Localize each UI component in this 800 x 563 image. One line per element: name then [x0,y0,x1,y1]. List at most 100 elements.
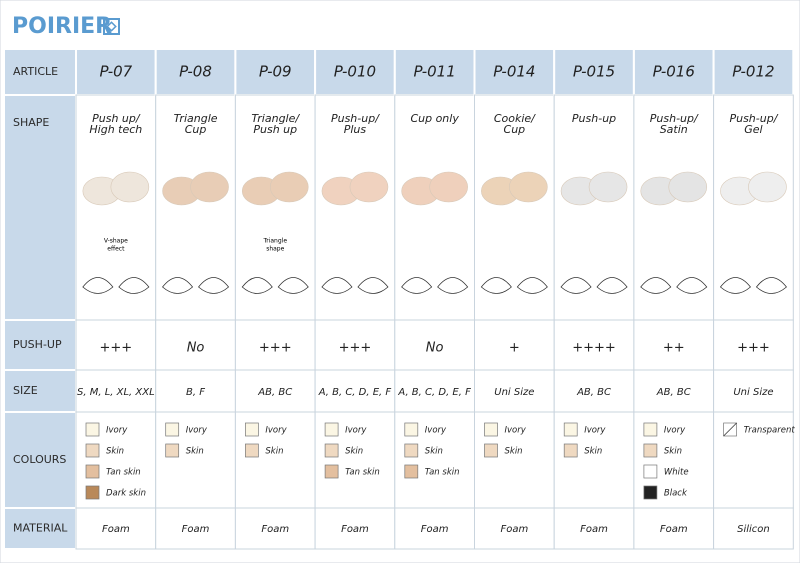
colour-name: Dark skin [106,489,146,499]
material: Foam [341,524,369,535]
colour-name: Skin [505,447,523,457]
shape-label: Push-up/ [331,112,380,125]
cell [394,369,475,413]
article: P-010 [334,63,376,81]
colour-name: Skin [265,447,283,457]
article: P-015 [573,63,615,81]
cup-image [110,171,150,203]
push-up: +++ [259,341,292,356]
material: Silicon [737,524,770,535]
colour-swatch [643,443,658,458]
cell [155,319,236,371]
cup-image [349,171,389,203]
logo-icon-inner [106,21,117,32]
shape-note: Triangle [262,238,287,245]
cup-outline [321,277,353,294]
colour-name: Ivory [584,426,606,436]
article: P-011 [414,63,456,81]
size: Uni Size [494,387,534,398]
size: B, F [186,387,205,398]
colour-name: Ivory [664,426,686,436]
colour-swatch [404,464,419,479]
cup-image [429,171,468,203]
colour-name: Ivory [186,426,208,436]
colour-name: Ivory [425,426,447,436]
size: Uni Size [733,387,773,398]
cup-outline [437,277,469,294]
colour-swatch [85,422,100,437]
cup-outline [755,277,788,294]
cell [314,411,396,509]
cell [474,319,555,371]
push-up: ++++ [572,341,616,356]
size: AB, BC [257,387,292,398]
shape-note: shape [266,246,284,253]
article: P-016 [653,63,695,81]
cell [712,48,795,96]
row-header-cell [3,319,77,371]
colour-swatch [484,443,498,458]
cup-image [588,171,628,203]
cell [713,319,794,371]
cup-image [269,171,309,203]
colour-swatch [85,485,100,500]
size: S, M, L, XL, XXL [77,387,155,398]
colour-swatch [324,422,339,437]
colour-name: Ivory [345,426,367,436]
shape-label: Push-up [572,112,616,125]
push-up: ++ [663,341,685,356]
shape-label: Gel [744,123,762,136]
row-header: SIZE [13,384,38,397]
cup-outline [719,277,752,294]
colour-name: Black [664,489,688,499]
push-up: + [509,341,520,356]
push-up: No [426,341,444,356]
row-header: SHAPE [13,116,49,129]
shape-note: V-shape [104,238,128,245]
colour-swatch [404,443,419,458]
cup-image [668,171,708,203]
cell [713,369,794,413]
article: P-07 [99,63,132,81]
article: P-09 [259,63,292,81]
colour-swatch [324,464,339,479]
cell [75,48,157,96]
cup-outline [118,277,150,294]
shape-label: Satin [660,123,688,136]
cell [553,48,635,96]
size: A, B, C, D, E, F [318,387,392,398]
cup-outline [560,277,592,294]
cell [553,411,635,509]
cup-outline [277,277,309,294]
shape-label: Cup only [410,112,459,125]
cell [75,319,157,371]
colour-name: Ivory [106,426,128,436]
cup-outline [480,277,512,294]
cell [394,319,475,371]
cell [632,48,715,96]
material: Foam [261,524,289,535]
colour-swatch [404,422,419,437]
article: P-08 [179,63,212,81]
cell [234,48,317,96]
cell [713,507,794,550]
material: Foam [421,524,449,535]
cell [234,369,316,413]
size: AB, BC [656,387,691,398]
cell [234,507,316,550]
cup-outline [596,277,628,294]
row-header: MATERIAL [13,522,68,535]
colour-swatch [165,443,180,458]
colour-swatch [563,443,578,458]
colour-name: Ivory [265,426,287,436]
cup-outline [241,277,273,294]
brand-logo: POIRIER [12,14,112,39]
colour-name: Skin [425,447,443,457]
colour-swatch [85,443,100,458]
cup-outline [161,277,194,294]
material: Foam [182,524,210,535]
shape-label: Push-up/ [729,112,778,125]
cup-outline [401,277,433,294]
colour-name: Skin [186,447,204,457]
